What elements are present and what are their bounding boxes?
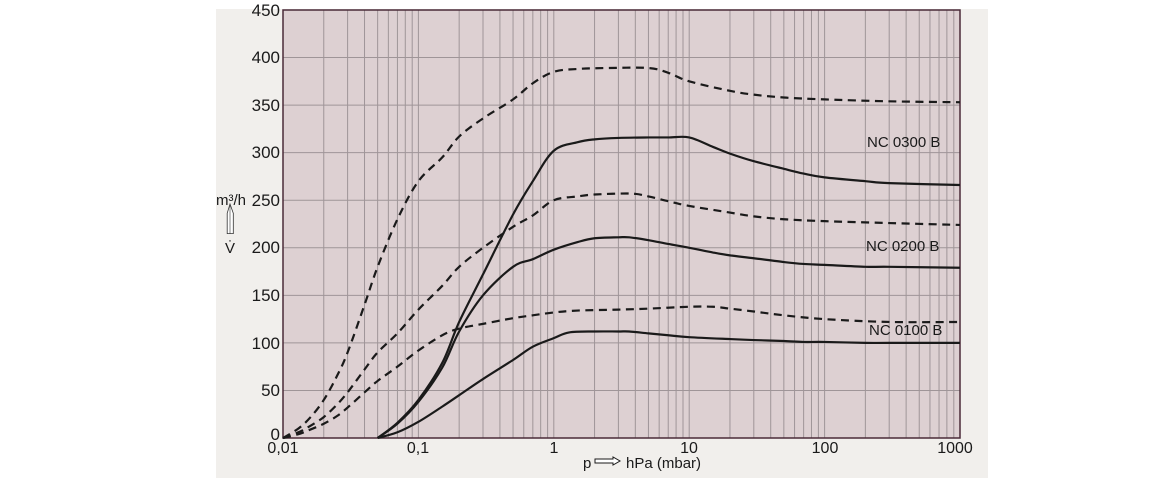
svg-text:200: 200 xyxy=(252,238,280,257)
svg-text:50: 50 xyxy=(261,381,280,400)
svg-text:V̇: V̇ xyxy=(225,240,235,257)
svg-text:250: 250 xyxy=(252,191,280,210)
svg-text:100: 100 xyxy=(812,440,839,457)
svg-text:NC 0100 B: NC 0100 B xyxy=(869,322,942,339)
svg-text:0,1: 0,1 xyxy=(407,440,429,457)
svg-text:NC 0300 B: NC 0300 B xyxy=(867,134,940,151)
svg-text:NC 0200 B: NC 0200 B xyxy=(866,238,939,255)
svg-text:100: 100 xyxy=(252,334,280,353)
svg-text:p: p xyxy=(583,455,591,472)
svg-text:1000: 1000 xyxy=(937,440,973,457)
svg-text:0,01: 0,01 xyxy=(267,440,298,457)
svg-text:450: 450 xyxy=(252,1,280,20)
svg-text:150: 150 xyxy=(252,286,280,305)
svg-text:350: 350 xyxy=(252,96,280,115)
svg-text:400: 400 xyxy=(252,48,280,67)
svg-text:300: 300 xyxy=(252,143,280,162)
svg-text:1: 1 xyxy=(550,440,559,457)
svg-text:hPa (mbar): hPa (mbar) xyxy=(626,455,701,472)
